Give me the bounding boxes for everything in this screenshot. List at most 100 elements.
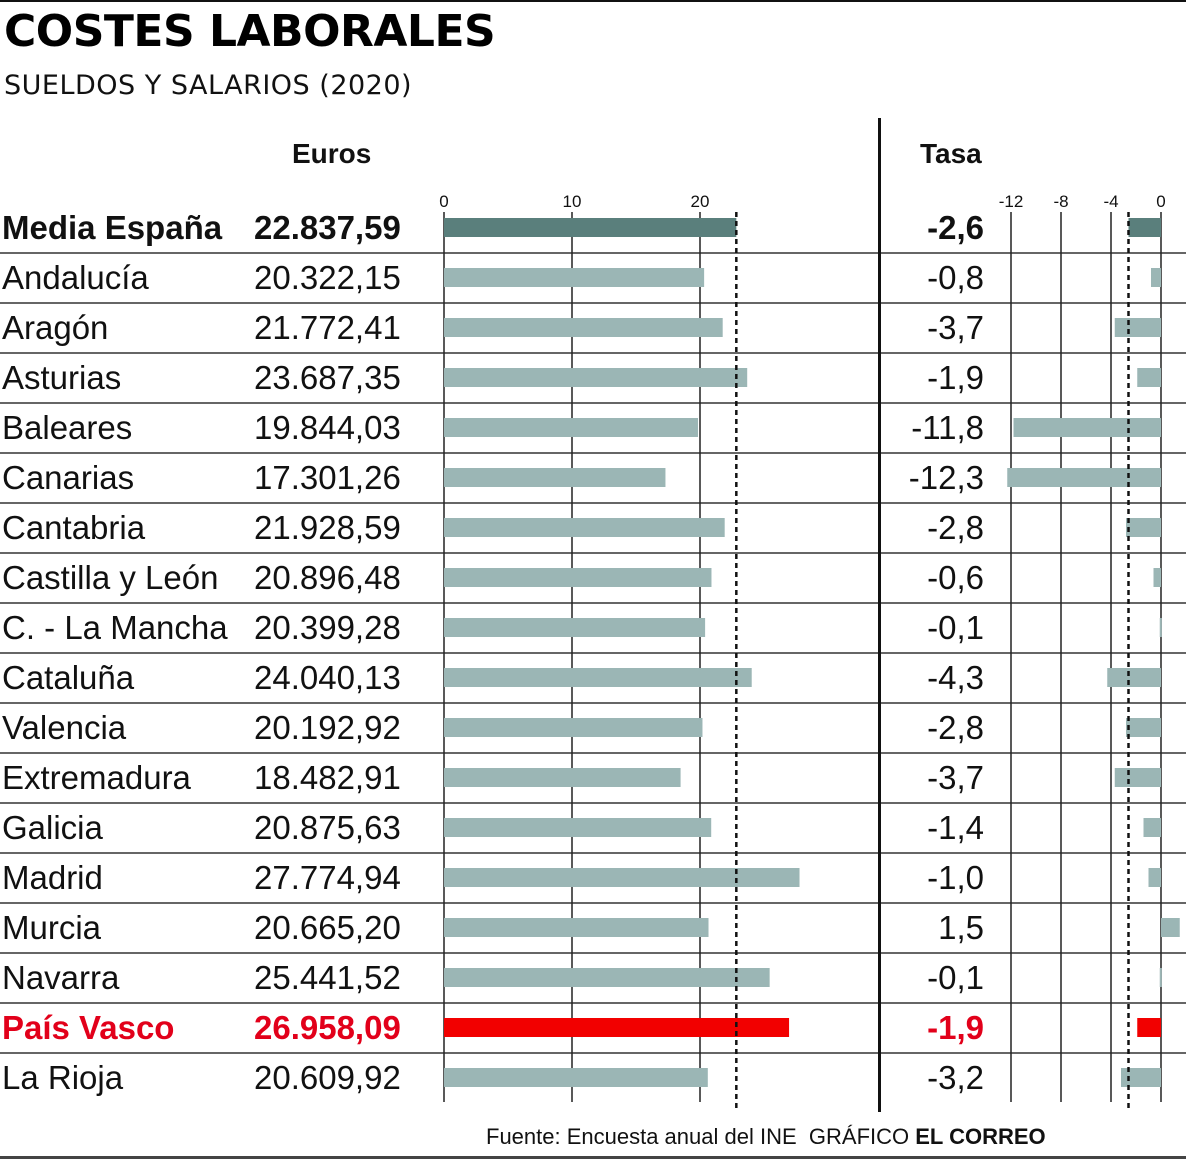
euros-bar	[444, 668, 752, 687]
euros-bar	[444, 368, 748, 387]
euros-value-label: 23.687,35	[254, 359, 401, 396]
euros-value-label: 21.772,41	[254, 309, 401, 346]
tasa-bar	[1143, 818, 1161, 837]
euros-value-label: 25.441,52	[254, 959, 401, 996]
tasa-bar	[1153, 568, 1161, 587]
tasa-bar	[1126, 518, 1161, 537]
euros-bar	[444, 868, 800, 887]
tasa-value-label: -0,1	[927, 959, 984, 996]
tasa-value-label: -11,8	[911, 409, 984, 446]
region-label: País Vasco	[2, 1009, 174, 1046]
euros-value-label: 17.301,26	[254, 459, 401, 496]
euros-value-label: 26.958,09	[254, 1009, 401, 1046]
tasa-bar	[1114, 768, 1161, 787]
bottom-rule	[0, 1156, 1186, 1159]
tasa-bar	[1159, 968, 1162, 987]
credit-text: GRÁFICO	[808, 1124, 910, 1149]
region-label: Andalucía	[2, 259, 149, 296]
euros-value-label: 22.837,59	[254, 209, 401, 246]
tasa-value-label: -2,6	[927, 209, 984, 246]
euros-bar	[444, 468, 666, 487]
region-label: Valencia	[2, 709, 127, 746]
tasa-value-label: -1,0	[927, 859, 984, 896]
euros-value-label: 20.192,92	[254, 709, 401, 746]
source-text: Fuente: Encuesta anual del INE	[486, 1124, 797, 1149]
euros-bar	[444, 968, 770, 987]
tasa-value-label: -3,7	[927, 309, 984, 346]
tasa-bar	[1161, 918, 1180, 937]
tasa-value-label: -2,8	[927, 709, 984, 746]
tasa-value-label: -0,1	[927, 609, 984, 646]
euros-value-label: 20.665,20	[254, 909, 401, 946]
euros-value-label: 19.844,03	[254, 409, 401, 446]
tasa-bar	[1126, 718, 1161, 737]
euros-bar	[444, 1018, 790, 1037]
euros-value-label: 24.040,13	[254, 659, 401, 696]
region-label: Navarra	[2, 959, 120, 996]
euros-tick-label: 10	[563, 192, 582, 211]
euros-value-label: 20.896,48	[254, 559, 401, 596]
euros-value-label: 20.609,92	[254, 1059, 401, 1096]
tasa-bar	[1137, 1018, 1161, 1037]
tasa-value-label: -1,9	[927, 359, 984, 396]
tasa-tick-label: 0	[1156, 192, 1165, 211]
tasa-bar	[1107, 668, 1161, 687]
tasa-value-label: -4,3	[927, 659, 984, 696]
euros-bar	[444, 768, 681, 787]
tasa-bar	[1159, 618, 1162, 637]
region-label: Cantabria	[2, 509, 146, 546]
tasa-tick-label: -12	[999, 192, 1024, 211]
tasa-tick-label: -4	[1103, 192, 1118, 211]
euros-value-label: 20.875,63	[254, 809, 401, 846]
region-label: Media España	[2, 209, 223, 246]
region-label: C. - La Mancha	[2, 609, 228, 646]
column-divider	[878, 118, 881, 1112]
region-label: Galicia	[2, 809, 104, 846]
euros-bar	[444, 918, 709, 937]
region-label: Canarias	[2, 459, 134, 496]
tasa-value-label: -3,7	[927, 759, 984, 796]
brand-text: EL CORREO	[915, 1124, 1046, 1149]
tasa-bar	[1007, 468, 1161, 487]
source-note: Fuente: Encuesta anual del INE GRÁFICO E…	[486, 1124, 1046, 1150]
region-label: Castilla y León	[2, 559, 218, 596]
tasa-value-label: -3,2	[927, 1059, 984, 1096]
tasa-column-header: Tasa	[920, 138, 982, 169]
region-label: Aragón	[2, 309, 108, 346]
tasa-bar	[1148, 868, 1161, 887]
tasa-value-label: 1,5	[938, 909, 984, 946]
tasa-value-label: -2,8	[927, 509, 984, 546]
euros-column-header: Euros	[292, 138, 372, 169]
region-label: Cataluña	[2, 659, 135, 696]
tasa-value-label: -1,4	[927, 809, 984, 846]
tasa-bar	[1137, 368, 1161, 387]
euros-bar	[444, 318, 723, 337]
region-label: Extremadura	[2, 759, 192, 796]
euros-tick-label: 0	[439, 192, 448, 211]
euros-bar	[444, 418, 699, 437]
tasa-value-label: -1,9	[927, 1009, 984, 1046]
euros-bar	[444, 818, 712, 837]
chart-title: COSTES LABORALES	[4, 6, 496, 57]
region-label: Madrid	[2, 859, 103, 896]
euros-value-label: 20.322,15	[254, 259, 401, 296]
region-label: Baleares	[2, 409, 132, 446]
euros-value-label: 20.399,28	[254, 609, 401, 646]
chart-subtitle: SUELDOS Y SALARIOS (2020)	[4, 70, 413, 101]
euros-bar	[444, 568, 712, 587]
tasa-bar	[1128, 218, 1161, 237]
tasa-bar	[1151, 268, 1161, 287]
tasa-tick-label: -8	[1053, 192, 1068, 211]
euros-value-label: 18.482,91	[254, 759, 401, 796]
euros-bar	[444, 268, 705, 287]
region-label: Murcia	[2, 909, 102, 946]
euros-bar	[444, 618, 706, 637]
euros-bar	[444, 1068, 708, 1087]
euros-bar	[444, 518, 725, 537]
tasa-bar	[1114, 318, 1161, 337]
tasa-bar	[1121, 1068, 1161, 1087]
region-label: Asturias	[2, 359, 121, 396]
tasa-value-label: -0,8	[927, 259, 984, 296]
tasa-value-label: -0,6	[927, 559, 984, 596]
